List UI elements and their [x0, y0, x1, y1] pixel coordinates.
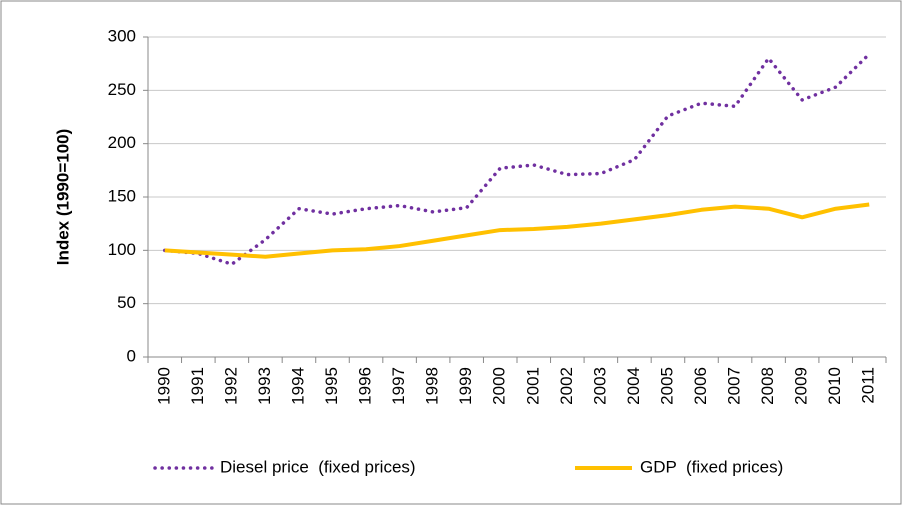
legend-label: GDP (fixed prices) [640, 457, 783, 476]
x-tick-label: 1997 [389, 367, 408, 405]
x-tick-label: 1995 [322, 367, 341, 405]
y-tick-label: 100 [108, 240, 136, 259]
series-line [163, 52, 871, 266]
x-tick-label: 2000 [490, 367, 509, 405]
x-tick-label: 2011 [859, 367, 878, 404]
x-tick-label: 1990 [154, 367, 173, 405]
x-tick-label: 2002 [557, 367, 576, 405]
y-tick-label: 300 [108, 26, 136, 45]
y-tick-label: 200 [108, 133, 136, 152]
x-tick-label: 1998 [423, 367, 442, 405]
x-tick-label: 2006 [691, 367, 710, 405]
y-axis-label: Index (1990=100) [53, 129, 72, 266]
x-tick-label: 2001 [523, 367, 542, 405]
x-tick-label: 1994 [288, 367, 307, 405]
x-tick-label: 2010 [825, 367, 844, 405]
y-tick-label: 150 [108, 186, 136, 205]
x-tick-label: 1999 [456, 367, 475, 405]
x-tick-label: 1996 [356, 367, 375, 405]
y-tick-label: 250 [108, 80, 136, 99]
x-tick-label: 2007 [725, 367, 744, 405]
x-tick-label: 2003 [590, 367, 609, 405]
y-tick-label: 50 [117, 293, 136, 312]
x-tick-label: 2008 [758, 367, 777, 405]
x-tick-label: 2005 [657, 367, 676, 405]
x-tick-label: 1992 [221, 367, 240, 405]
x-tick-label: 2004 [624, 367, 643, 405]
y-tick-label: 0 [127, 346, 136, 365]
x-tick-label: 2009 [792, 367, 811, 405]
x-tick-label: 1993 [255, 367, 274, 405]
legend-label: Diesel price (fixed prices) [220, 457, 416, 476]
x-tick-label: 1991 [188, 367, 207, 405]
series-line [164, 202, 870, 259]
